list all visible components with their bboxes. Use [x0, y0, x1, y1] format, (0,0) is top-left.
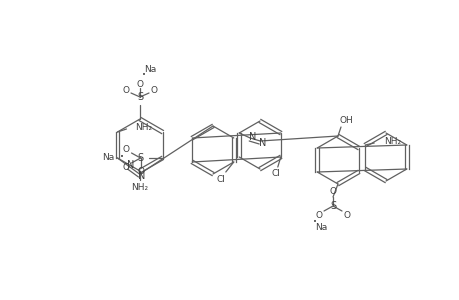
Text: Cl: Cl: [216, 175, 225, 184]
Text: Cl: Cl: [271, 169, 280, 178]
Text: O: O: [329, 188, 336, 196]
Text: N: N: [248, 132, 255, 142]
Text: O: O: [137, 167, 144, 176]
Text: •: •: [119, 154, 123, 160]
Text: S: S: [137, 153, 143, 163]
Text: Na: Na: [102, 152, 114, 161]
Text: O: O: [343, 211, 350, 220]
Text: NH₂: NH₂: [131, 182, 148, 191]
Text: N: N: [138, 171, 145, 181]
Text: O: O: [122, 163, 129, 172]
Text: •: •: [142, 72, 146, 78]
Text: NH₂: NH₂: [383, 136, 400, 146]
Text: S: S: [329, 201, 336, 211]
Text: O: O: [315, 211, 322, 220]
Text: O: O: [122, 145, 129, 154]
Text: N: N: [127, 160, 134, 170]
Text: OH: OH: [338, 116, 352, 124]
Text: O: O: [136, 80, 143, 88]
Text: N: N: [258, 138, 265, 148]
Text: Na: Na: [314, 224, 326, 232]
Text: NH₂: NH₂: [135, 122, 152, 131]
Text: •: •: [312, 219, 316, 225]
Text: O: O: [122, 85, 129, 94]
Text: O: O: [150, 85, 157, 94]
Text: Na: Na: [144, 64, 156, 74]
Text: S: S: [137, 92, 143, 102]
